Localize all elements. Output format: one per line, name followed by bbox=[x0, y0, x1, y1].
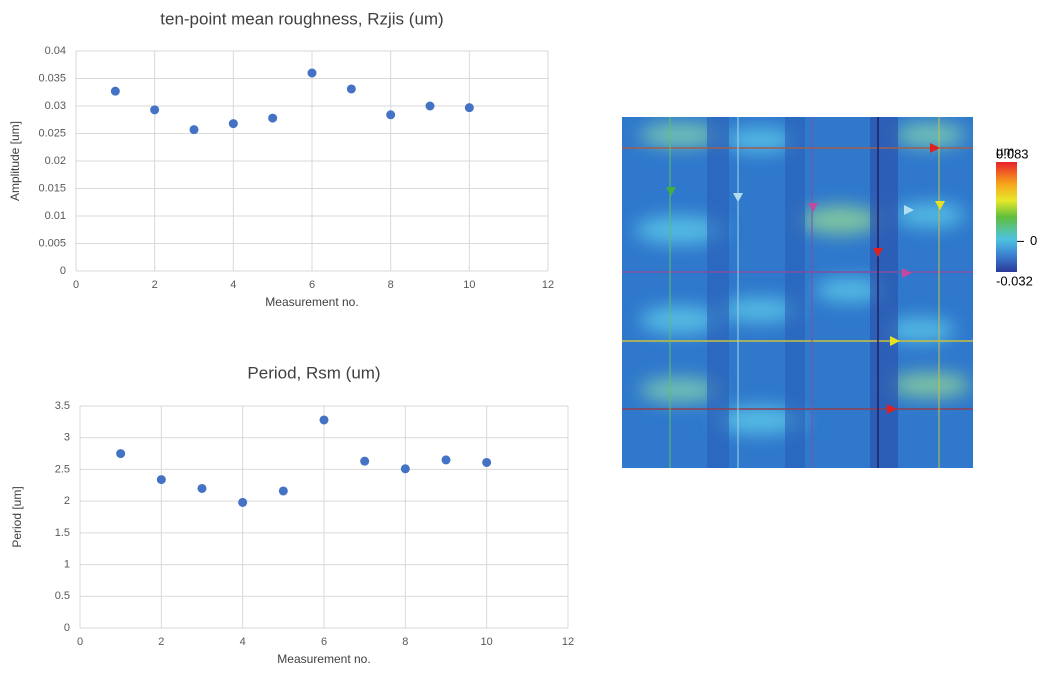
y-tick-label: 0.015 bbox=[38, 182, 66, 194]
data-point bbox=[238, 497, 248, 507]
x-tick-label: 2 bbox=[152, 279, 158, 291]
x-axis-label: Measurement no. bbox=[265, 295, 358, 309]
data-point bbox=[278, 486, 288, 496]
heatmap-image bbox=[622, 117, 973, 468]
y-tick-label: 1 bbox=[64, 558, 70, 570]
data-point bbox=[156, 475, 166, 485]
x-tick-label: 6 bbox=[321, 636, 327, 648]
x-tick-label: 12 bbox=[562, 636, 574, 648]
data-point bbox=[425, 101, 435, 111]
x-tick-label: 10 bbox=[463, 279, 475, 291]
data-point bbox=[110, 86, 120, 96]
colorbar-tick-label: -0.032 bbox=[996, 273, 1033, 288]
y-tick-label: 0 bbox=[64, 622, 70, 634]
y-tick-label: 3.5 bbox=[55, 400, 70, 412]
x-tick-label: 8 bbox=[388, 279, 394, 291]
y-tick-label: 0.01 bbox=[45, 210, 66, 222]
data-point bbox=[116, 449, 126, 459]
data-point bbox=[441, 455, 451, 465]
colorbar-tick-label: 0 bbox=[1030, 233, 1037, 248]
data-point bbox=[386, 110, 396, 120]
x-tick-label: 8 bbox=[402, 636, 408, 648]
x-tick-label: 0 bbox=[77, 636, 83, 648]
x-tick-label: 4 bbox=[240, 636, 246, 648]
y-axis-label: Period [um] bbox=[10, 486, 24, 547]
data-point bbox=[189, 125, 199, 135]
data-point bbox=[400, 464, 410, 474]
y-tick-label: 3 bbox=[64, 432, 70, 444]
data-point bbox=[228, 119, 238, 129]
data-point bbox=[268, 113, 278, 123]
y-tick-label: 0.02 bbox=[45, 155, 66, 167]
x-tick-label: 10 bbox=[481, 636, 493, 648]
y-tick-label: 0.04 bbox=[45, 45, 66, 57]
y-tick-label: 1.5 bbox=[55, 527, 70, 539]
y-axis-label: Amplitude [um] bbox=[8, 121, 22, 201]
x-tick-label: 4 bbox=[230, 279, 236, 291]
data-point bbox=[197, 483, 207, 493]
colorbar bbox=[996, 162, 1017, 272]
chart-title: ten-point mean roughness, Rzjis (um) bbox=[160, 9, 443, 28]
chart-title: Period, Rsm (um) bbox=[247, 363, 380, 382]
x-tick-label: 6 bbox=[309, 279, 315, 291]
y-tick-label: 0.025 bbox=[38, 127, 66, 139]
x-axis-label: Measurement no. bbox=[277, 652, 370, 666]
y-tick-label: 0.03 bbox=[45, 100, 66, 112]
y-tick-label: 2 bbox=[64, 495, 70, 507]
x-tick-label: 0 bbox=[73, 279, 79, 291]
data-point bbox=[360, 456, 370, 466]
y-tick-label: 0.5 bbox=[55, 590, 70, 602]
data-point bbox=[150, 105, 160, 115]
y-tick-label: 0 bbox=[60, 265, 66, 277]
data-point bbox=[464, 103, 474, 113]
data-point bbox=[346, 84, 356, 94]
data-point bbox=[482, 457, 492, 467]
y-tick-label: 0.035 bbox=[38, 72, 66, 84]
x-tick-label: 2 bbox=[158, 636, 164, 648]
x-tick-label: 12 bbox=[542, 279, 554, 291]
data-point bbox=[319, 415, 329, 425]
data-point bbox=[307, 68, 317, 78]
colorbar-tick-label: 0.083 bbox=[996, 146, 1029, 161]
colorbar-unit: µm bbox=[996, 143, 1014, 158]
y-tick-label: 2.5 bbox=[55, 463, 70, 475]
y-tick-label: 0.005 bbox=[38, 237, 66, 249]
